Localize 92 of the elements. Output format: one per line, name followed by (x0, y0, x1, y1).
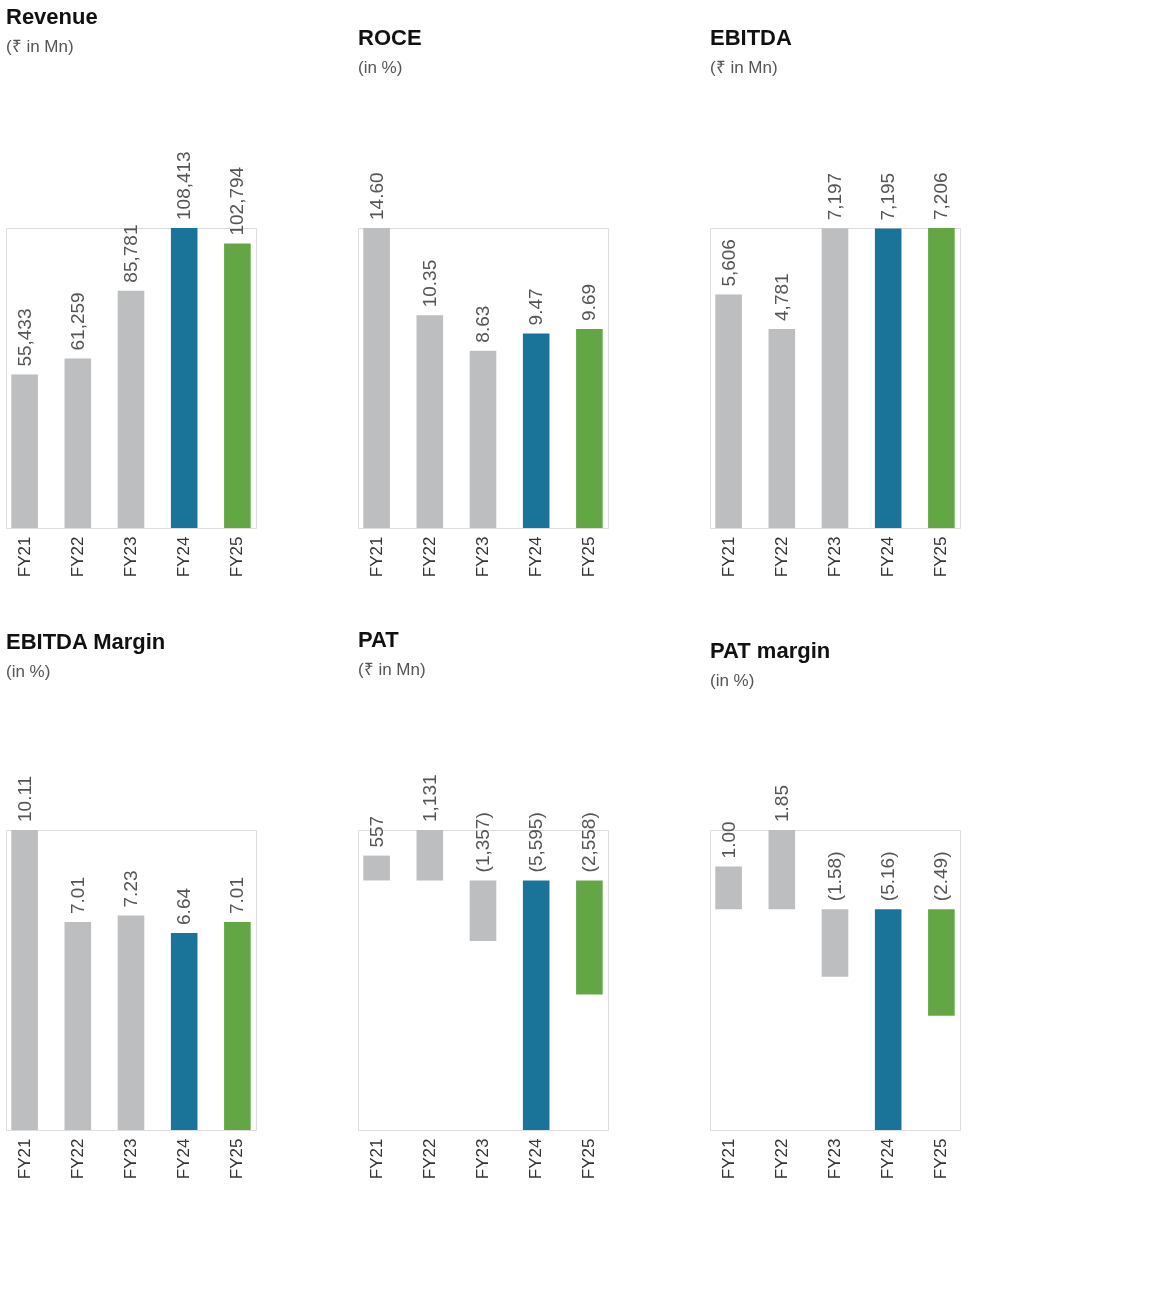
x-tick-label: FY21 (718, 1138, 738, 1180)
data-label: 55,433 (13, 308, 35, 367)
bar (821, 228, 849, 528)
bar (64, 921, 92, 1130)
bar (715, 294, 742, 528)
chart-subtitle: (₹ in Mn) (6, 37, 74, 57)
data-label: 6.64 (173, 887, 195, 925)
x-tick-label: FY25 (227, 1138, 247, 1180)
x-tick-label: FY22 (67, 1138, 87, 1180)
x-tick-label: FY23 (473, 536, 492, 578)
chart-subtitle: (in %) (710, 671, 755, 691)
data-label: 1,131 (418, 774, 440, 822)
x-tick-label: FY23 (121, 536, 140, 578)
data-label: 1.00 (717, 821, 739, 859)
x-tick-label: FY24 (526, 1138, 546, 1180)
data-label: 7.01 (66, 877, 88, 914)
bar (522, 333, 550, 528)
data-label: 7.01 (226, 877, 248, 914)
data-label: 1.85 (770, 785, 792, 822)
data-label: 61,259 (66, 292, 88, 351)
data-label: (2.49) (930, 851, 952, 902)
data-label: (5,595) (525, 812, 547, 873)
x-tick-label: FY21 (366, 536, 386, 578)
data-label: 5,606 (717, 239, 739, 287)
x-tick-label: FY23 (825, 536, 844, 578)
x-tick-label: FY24 (878, 536, 898, 578)
x-tick-label: FY23 (121, 1138, 140, 1180)
bar (117, 290, 145, 528)
bar (64, 358, 92, 528)
bar (363, 228, 390, 528)
chart-title: EBITDA (710, 25, 792, 51)
chart-subtitle: (in %) (6, 661, 51, 681)
bar (874, 228, 902, 528)
chart-title: Revenue (6, 4, 98, 30)
bar (576, 328, 603, 528)
bar (768, 328, 796, 528)
chart-title: ROCE (358, 25, 422, 51)
x-tick-label: FY22 (771, 1138, 791, 1180)
data-label: 9.69 (578, 283, 600, 321)
x-tick-label: FY21 (718, 536, 738, 578)
data-label: 9.47 (525, 288, 547, 326)
bar (416, 315, 444, 528)
bar (170, 228, 198, 528)
chart-title: EBITDA Margin (6, 628, 166, 654)
data-label: 14.60 (365, 172, 387, 220)
data-label: 8.63 (472, 305, 493, 343)
x-tick-label: FY25 (931, 536, 951, 578)
bar (170, 932, 198, 1130)
bar (224, 921, 251, 1130)
x-tick-label: FY23 (473, 1138, 492, 1180)
data-label: 85,781 (120, 224, 141, 283)
x-tick-label: FY21 (14, 536, 34, 578)
data-label: 102,794 (226, 166, 248, 236)
x-tick-label: FY22 (419, 536, 439, 578)
data-label: 10.11 (13, 775, 35, 822)
x-tick-label: FY21 (366, 1138, 386, 1180)
x-tick-label: FY21 (14, 1138, 34, 1180)
data-label: (2,558) (578, 812, 600, 873)
chart-subtitle: (₹ in Mn) (710, 58, 778, 78)
x-tick-label: FY22 (419, 1138, 439, 1180)
data-label: 4,781 (770, 273, 792, 321)
x-tick-label: FY25 (579, 536, 599, 578)
data-label: 108,413 (173, 151, 195, 220)
chart-title: PAT (358, 627, 400, 653)
data-label: 10.35 (418, 259, 440, 308)
chart-subtitle: (in %) (358, 58, 403, 78)
x-tick-label: FY25 (931, 1138, 951, 1180)
x-tick-label: FY24 (174, 1138, 194, 1180)
data-label: (1.58) (824, 851, 845, 902)
x-tick-label: FY25 (579, 1138, 599, 1180)
data-label: (1,357) (472, 812, 493, 873)
bar (928, 228, 955, 528)
data-label: 7,206 (930, 172, 952, 220)
x-tick-label: FY24 (878, 1138, 898, 1180)
bar (11, 374, 38, 528)
x-tick-label: FY24 (526, 536, 546, 578)
data-label: 7,195 (877, 172, 899, 221)
chart-subtitle: (₹ in Mn) (358, 660, 426, 680)
data-label: 7.23 (120, 870, 141, 908)
x-tick-label: FY25 (227, 536, 247, 578)
bar (11, 830, 38, 1130)
x-tick-label: FY24 (174, 536, 194, 578)
bar (224, 243, 251, 528)
x-tick-label: FY22 (67, 536, 87, 578)
bar (469, 350, 497, 528)
x-tick-label: FY22 (771, 536, 791, 578)
data-label: 557 (365, 815, 387, 848)
x-tick-label: FY23 (825, 1138, 844, 1180)
data-label: (5.16) (877, 851, 899, 902)
bar (117, 915, 145, 1130)
chart-title: PAT margin (710, 638, 831, 664)
data-label: 7,197 (824, 172, 845, 221)
